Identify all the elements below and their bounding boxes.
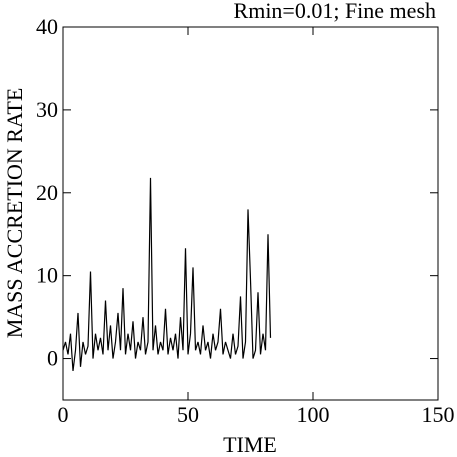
y-axis-label: MASS ACCRETION RATE bbox=[2, 88, 27, 339]
y-tick-label: 20 bbox=[36, 180, 58, 205]
x-tick-label: 50 bbox=[177, 402, 199, 427]
data-line bbox=[62, 177, 272, 372]
y-tick-label: 40 bbox=[36, 14, 58, 39]
x-tick-label: 150 bbox=[422, 402, 455, 427]
x-axis-label: TIME bbox=[223, 432, 277, 457]
x-tick-label: 0 bbox=[58, 402, 69, 427]
plot-frame bbox=[62, 26, 439, 401]
x-tick-label: 100 bbox=[297, 402, 330, 427]
y-tick-label: 10 bbox=[36, 263, 58, 288]
y-tick-label: 30 bbox=[36, 97, 58, 122]
y-tick-label: 0 bbox=[47, 346, 58, 371]
chart-title: Rmin=0.01; Fine mesh bbox=[234, 0, 436, 23]
